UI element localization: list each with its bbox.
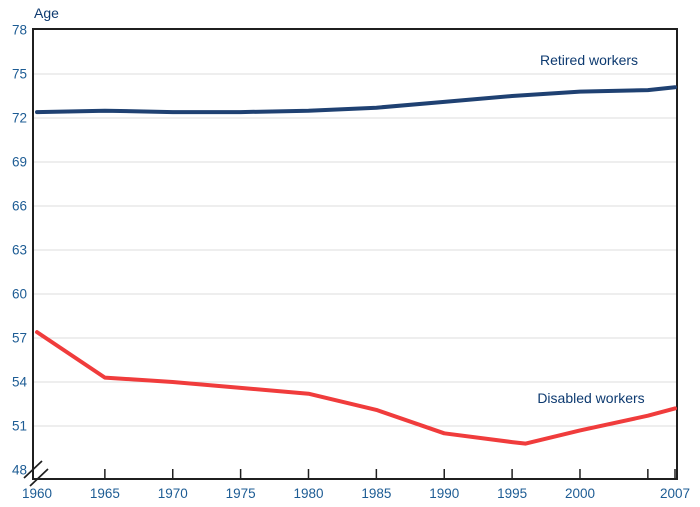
y-tick-label: 54 xyxy=(12,375,28,390)
x-tick-label: 1965 xyxy=(90,486,120,501)
x-tick-label: 1960 xyxy=(22,486,52,501)
x-tick-label: 1995 xyxy=(497,486,527,501)
series-lines xyxy=(35,85,677,446)
retired-workers-line xyxy=(35,85,677,115)
y-tick-label: 60 xyxy=(12,287,27,302)
y-tick-label: 48 xyxy=(12,463,27,478)
retired-workers-label: Retired workers xyxy=(540,52,638,68)
y-tick-label: 63 xyxy=(12,243,27,258)
x-tick-label: 1985 xyxy=(361,486,391,501)
y-tick-label: 75 xyxy=(12,67,27,82)
y-axis-title: Age xyxy=(34,5,59,21)
y-axis-break-icon xyxy=(23,460,49,487)
x-axis-labels: 1960 1965 1970 1975 1980 1985 1990 1995 2000 2007 xyxy=(22,486,690,501)
x-tick-label: 1970 xyxy=(158,486,188,501)
y-tick-label: 57 xyxy=(12,331,27,346)
y-tick-label: 72 xyxy=(12,111,27,126)
x-tick-label: 1980 xyxy=(293,486,323,501)
y-tick-label: 51 xyxy=(12,419,27,434)
gridlines xyxy=(33,73,677,427)
y-axis-labels: 48 51 54 57 60 63 66 69 72 75 78 xyxy=(12,23,28,478)
x-tick-label: 1990 xyxy=(429,486,459,501)
x-tick-label: 1975 xyxy=(226,486,256,501)
y-tick-label: 69 xyxy=(12,155,27,170)
disabled-workers-line xyxy=(35,330,677,446)
y-tick-label: 66 xyxy=(12,199,27,214)
disabled-workers-label: Disabled workers xyxy=(537,390,644,406)
plot-frame xyxy=(32,28,678,480)
x-axis-ticks xyxy=(104,469,676,478)
y-tick-label: 78 xyxy=(12,23,27,38)
x-tick-label: 2000 xyxy=(565,486,595,501)
x-tick-label: 2007 xyxy=(660,486,690,501)
